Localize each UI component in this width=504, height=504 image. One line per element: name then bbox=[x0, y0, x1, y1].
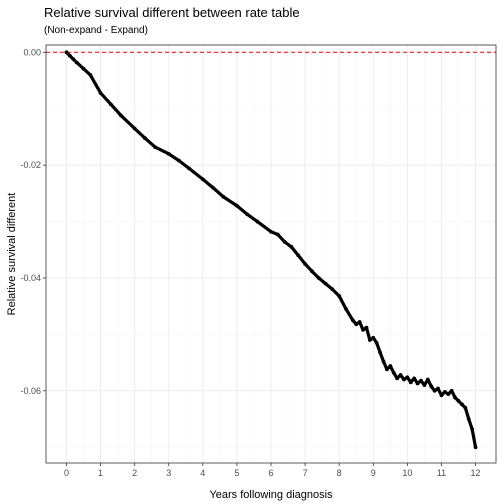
x-tick-label: 0 bbox=[64, 468, 69, 478]
x-tick-label: 3 bbox=[166, 468, 171, 478]
data-point bbox=[453, 395, 457, 400]
data-point bbox=[460, 402, 464, 407]
data-point bbox=[255, 219, 260, 224]
data-point bbox=[425, 377, 430, 382]
data-point bbox=[391, 370, 396, 375]
data-point bbox=[316, 276, 321, 280]
x-tick-label: 11 bbox=[437, 468, 446, 478]
data-point bbox=[153, 145, 157, 150]
data-point bbox=[449, 388, 454, 393]
data-point bbox=[371, 335, 376, 340]
data-point bbox=[415, 381, 420, 386]
x-axis-title: Years following diagnosis bbox=[209, 489, 333, 501]
data-point bbox=[402, 377, 406, 382]
data-point bbox=[245, 212, 250, 217]
data-point bbox=[364, 325, 369, 330]
series-trace bbox=[64, 50, 478, 449]
data-point bbox=[419, 378, 423, 383]
grid-lines bbox=[46, 45, 496, 463]
x-tick-label: 4 bbox=[200, 468, 205, 478]
data-point bbox=[350, 318, 355, 323]
data-point bbox=[367, 338, 372, 342]
data-point bbox=[436, 386, 440, 391]
data-point bbox=[432, 388, 437, 393]
x-tick-label: 9 bbox=[371, 468, 376, 478]
data-point bbox=[378, 350, 382, 355]
x-tick-label: 2 bbox=[132, 468, 137, 478]
data-point bbox=[357, 320, 362, 324]
x-tick-label: 10 bbox=[402, 468, 412, 478]
data-point bbox=[119, 113, 123, 118]
data-point bbox=[303, 261, 307, 266]
data-point bbox=[405, 375, 410, 380]
y-axis-title: Relative survival different bbox=[6, 193, 18, 316]
x-axis-ticks: 0 1 2 3 4 5 6 7 8 9 10 11 12 bbox=[64, 463, 481, 478]
data-point bbox=[187, 166, 192, 171]
data-point bbox=[98, 91, 103, 95]
y-tick-label: -0.02 bbox=[20, 160, 41, 170]
data-point bbox=[422, 383, 427, 388]
data-point bbox=[388, 364, 393, 368]
data-point bbox=[74, 60, 79, 65]
data-point bbox=[310, 269, 314, 274]
data-point bbox=[337, 294, 342, 298]
data-point bbox=[88, 72, 93, 77]
x-tick-label: 5 bbox=[234, 468, 239, 478]
x-tick-label: 1 bbox=[98, 468, 103, 478]
data-point bbox=[381, 359, 386, 364]
x-tick-label: 12 bbox=[471, 468, 481, 478]
data-point bbox=[361, 327, 365, 332]
data-point bbox=[354, 322, 359, 327]
data-point bbox=[466, 417, 471, 421]
data-point bbox=[289, 245, 294, 249]
y-tick-label: -0.06 bbox=[20, 386, 41, 396]
data-point bbox=[166, 151, 171, 156]
data-point bbox=[412, 376, 417, 381]
data-point bbox=[395, 376, 400, 381]
data-point bbox=[64, 50, 69, 55]
x-tick-label: 7 bbox=[303, 468, 308, 478]
data-point bbox=[385, 367, 389, 372]
data-point bbox=[446, 392, 451, 397]
data-point bbox=[456, 399, 461, 403]
data-point bbox=[108, 102, 113, 107]
data-point bbox=[177, 158, 181, 163]
data-point bbox=[275, 232, 280, 237]
data-point bbox=[470, 427, 475, 432]
data-point bbox=[81, 66, 86, 71]
data-point bbox=[142, 136, 147, 140]
data-point bbox=[439, 393, 444, 398]
data-point bbox=[374, 340, 379, 345]
data-point bbox=[398, 373, 403, 377]
data-point bbox=[330, 287, 335, 292]
y-axis-ticks: 0.00 -0.02 -0.04 -0.06 bbox=[20, 47, 46, 396]
data-point bbox=[132, 126, 137, 131]
data-point bbox=[463, 405, 468, 410]
data-points bbox=[64, 50, 478, 450]
data-point bbox=[200, 177, 205, 182]
data-point bbox=[473, 445, 478, 450]
data-point bbox=[296, 253, 301, 258]
data-point bbox=[67, 53, 72, 58]
data-point bbox=[235, 203, 239, 208]
y-tick-label: -0.04 bbox=[20, 273, 41, 283]
data-point bbox=[221, 194, 226, 199]
data-point bbox=[408, 380, 413, 385]
data-point bbox=[282, 239, 287, 244]
x-tick-label: 6 bbox=[268, 468, 273, 478]
data-point bbox=[323, 281, 328, 286]
y-tick-label: 0.00 bbox=[23, 47, 41, 57]
chart-title: Relative survival different between rate… bbox=[44, 5, 300, 20]
data-point bbox=[269, 229, 273, 234]
data-point bbox=[344, 307, 348, 311]
data-point bbox=[211, 185, 215, 190]
x-tick-label: 8 bbox=[337, 468, 342, 478]
data-point bbox=[71, 57, 76, 62]
data-point bbox=[429, 384, 434, 389]
chart-subtitle: (Non-expand - Expand) bbox=[44, 25, 148, 36]
data-point bbox=[442, 390, 447, 394]
